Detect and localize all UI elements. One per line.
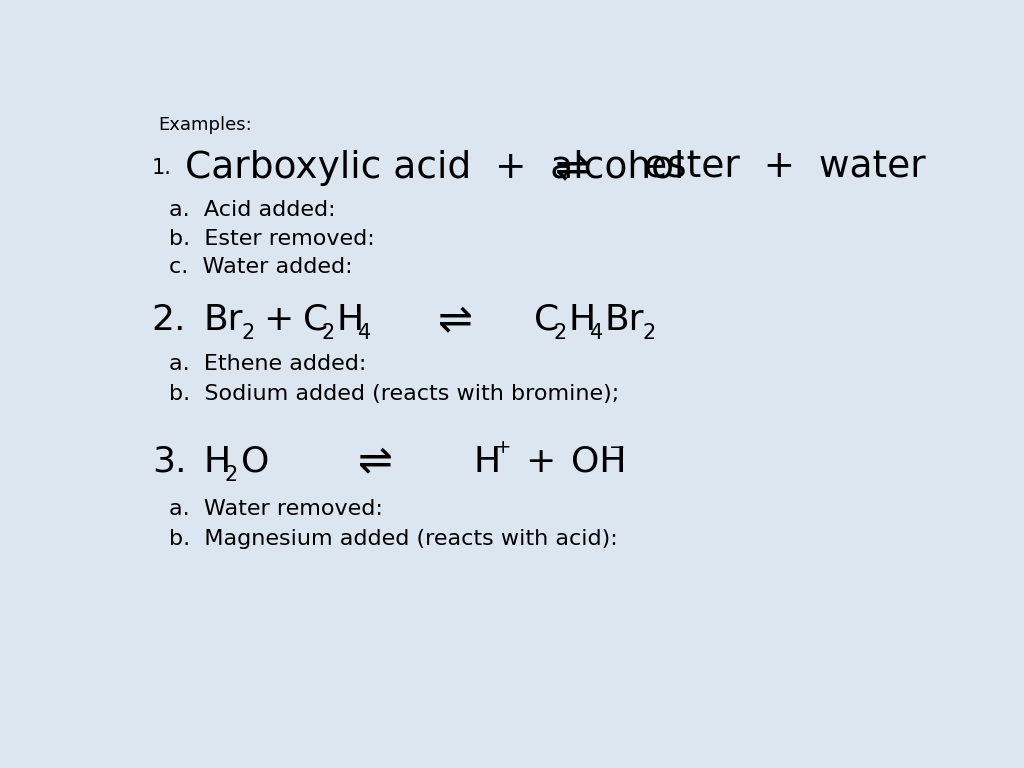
Text: +: +	[524, 445, 555, 478]
Text: Br: Br	[204, 303, 243, 337]
Text: ⇌: ⇌	[358, 441, 393, 483]
Text: H: H	[568, 303, 596, 337]
Text: 4: 4	[358, 323, 372, 343]
Text: a.  Acid added:: a. Acid added:	[169, 200, 336, 220]
Text: +: +	[495, 438, 511, 457]
Text: 4: 4	[590, 323, 603, 343]
Text: 2: 2	[553, 323, 566, 343]
Text: a.  Ethene added:: a. Ethene added:	[169, 354, 367, 374]
Text: O: O	[241, 445, 269, 478]
Text: ⇌: ⇌	[437, 299, 472, 341]
Text: C: C	[303, 303, 328, 337]
Text: 2: 2	[225, 465, 238, 485]
Text: C: C	[535, 303, 559, 337]
Text: +: +	[263, 303, 293, 337]
Text: 3.: 3.	[152, 445, 186, 478]
Text: b.  Sodium added (reacts with bromine);: b. Sodium added (reacts with bromine);	[169, 384, 620, 404]
Text: b.  Ester removed:: b. Ester removed:	[169, 229, 375, 249]
Text: 2: 2	[242, 323, 255, 343]
Text: H: H	[473, 445, 501, 478]
Text: 1.: 1.	[152, 158, 172, 178]
Text: a.  Water removed:: a. Water removed:	[169, 499, 383, 519]
Text: Carboxylic acid  +  alcohol: Carboxylic acid + alcohol	[185, 150, 684, 186]
Text: ⇌: ⇌	[555, 147, 590, 189]
Text: c.  Water added:: c. Water added:	[169, 257, 353, 277]
Text: H: H	[337, 303, 364, 337]
Text: H: H	[204, 445, 230, 478]
Text: 2: 2	[322, 323, 335, 343]
Text: ester  +  water: ester + water	[644, 150, 926, 186]
Text: OH: OH	[570, 445, 627, 478]
Text: 2: 2	[642, 323, 655, 343]
Text: b.  Magnesium added (reacts with acid):: b. Magnesium added (reacts with acid):	[169, 528, 618, 548]
Text: Br: Br	[605, 303, 644, 337]
Text: 2.: 2.	[152, 303, 186, 337]
Text: −: −	[609, 438, 626, 457]
Text: Examples:: Examples:	[158, 116, 252, 134]
